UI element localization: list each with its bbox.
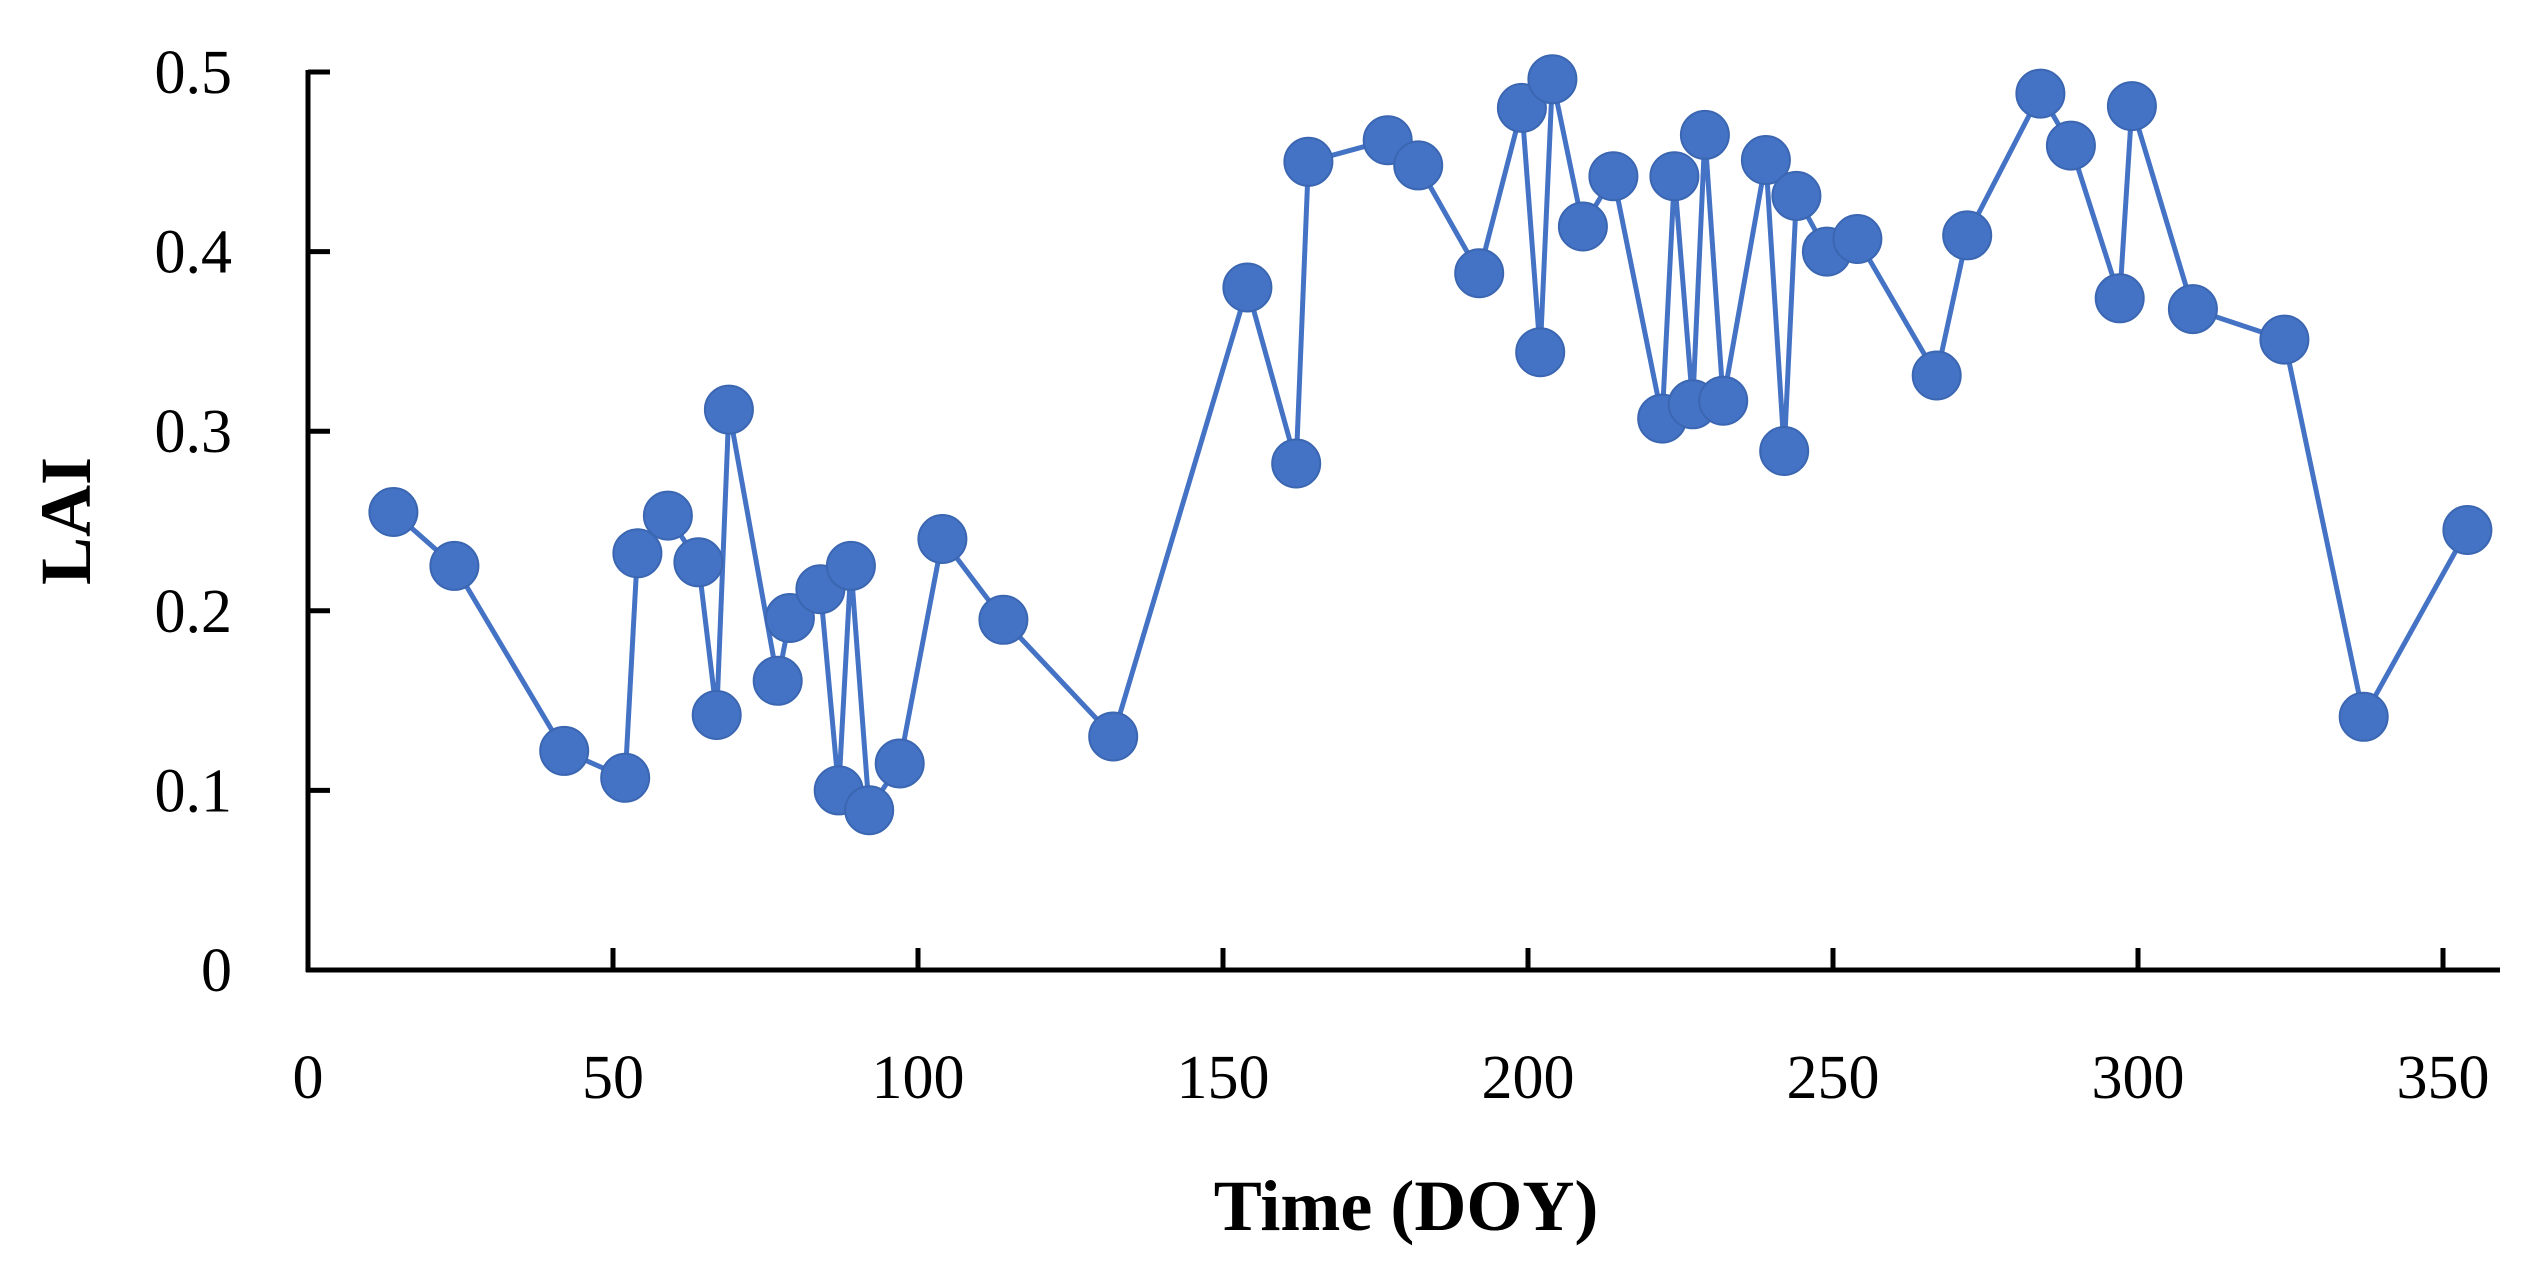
data-point [1942, 210, 1993, 261]
data-point [874, 738, 925, 789]
data-point [673, 537, 724, 588]
data-point [368, 487, 419, 537]
data-point [1832, 214, 1883, 264]
data-point [612, 528, 663, 579]
data-point [844, 785, 895, 836]
y-tick-label: 0.2 [155, 578, 233, 646]
data-point [691, 690, 742, 740]
data-point [2338, 691, 2389, 742]
x-tick-label: 300 [2092, 1044, 2185, 1112]
x-tick-label: 350 [2397, 1044, 2490, 1112]
x-tick-label: 150 [1177, 1044, 1270, 1112]
x-axis-title: Time (DOY) [1214, 1166, 1599, 1246]
data-point [600, 752, 651, 803]
data-point [752, 655, 803, 706]
y-tick-label: 0 [201, 937, 232, 1005]
data-point [825, 540, 876, 591]
axes: 0 0.1 0.2 0.3 0.4 0.5 0 50 100 150 200 250 300 350 [155, 39, 2500, 1112]
data-point [1515, 327, 1566, 378]
data-point [1271, 438, 1322, 489]
data-point [539, 725, 590, 776]
data-point [2167, 284, 2218, 335]
data-point [1393, 140, 1444, 191]
data-point [1088, 711, 1139, 762]
data-point [2015, 68, 2066, 119]
data-point [917, 514, 968, 564]
x-tick-label: 50 [582, 1044, 644, 1112]
series-lai [368, 54, 2493, 836]
data-point [1588, 151, 1639, 202]
data-point [2106, 81, 2157, 132]
data-point [2442, 505, 2493, 555]
y-tick-label: 0.4 [155, 219, 233, 287]
data-point [642, 490, 693, 541]
x-tick-label: 100 [872, 1044, 965, 1112]
x-tick-label: 200 [1482, 1044, 1575, 1112]
y-axis-title: LAI [26, 457, 106, 585]
data-point [1222, 262, 1273, 313]
x-tick-label: 0 [293, 1044, 324, 1112]
data-point [1740, 135, 1791, 185]
data-point [1527, 54, 1578, 105]
data-point [978, 594, 1029, 645]
data-point [1759, 426, 1810, 476]
x-tick-label: 250 [1787, 1044, 1880, 1112]
data-point [1283, 136, 1334, 187]
y-tick-label: 0.3 [155, 398, 233, 466]
data-point [2259, 314, 2310, 365]
data-point [1679, 109, 1730, 160]
data-point [703, 384, 754, 435]
series-layer [368, 54, 2493, 836]
data-point [1911, 350, 1962, 401]
data-point [1454, 248, 1505, 299]
y-tick-label: 0.1 [155, 757, 233, 825]
data-point [429, 540, 480, 591]
data-point [1649, 151, 1700, 202]
data-point [1771, 170, 1822, 221]
data-point [2045, 120, 2096, 171]
y-tick-label: 0.5 [155, 39, 233, 107]
data-point [2094, 273, 2145, 324]
data-point [1557, 201, 1608, 252]
data-point [1698, 375, 1749, 426]
